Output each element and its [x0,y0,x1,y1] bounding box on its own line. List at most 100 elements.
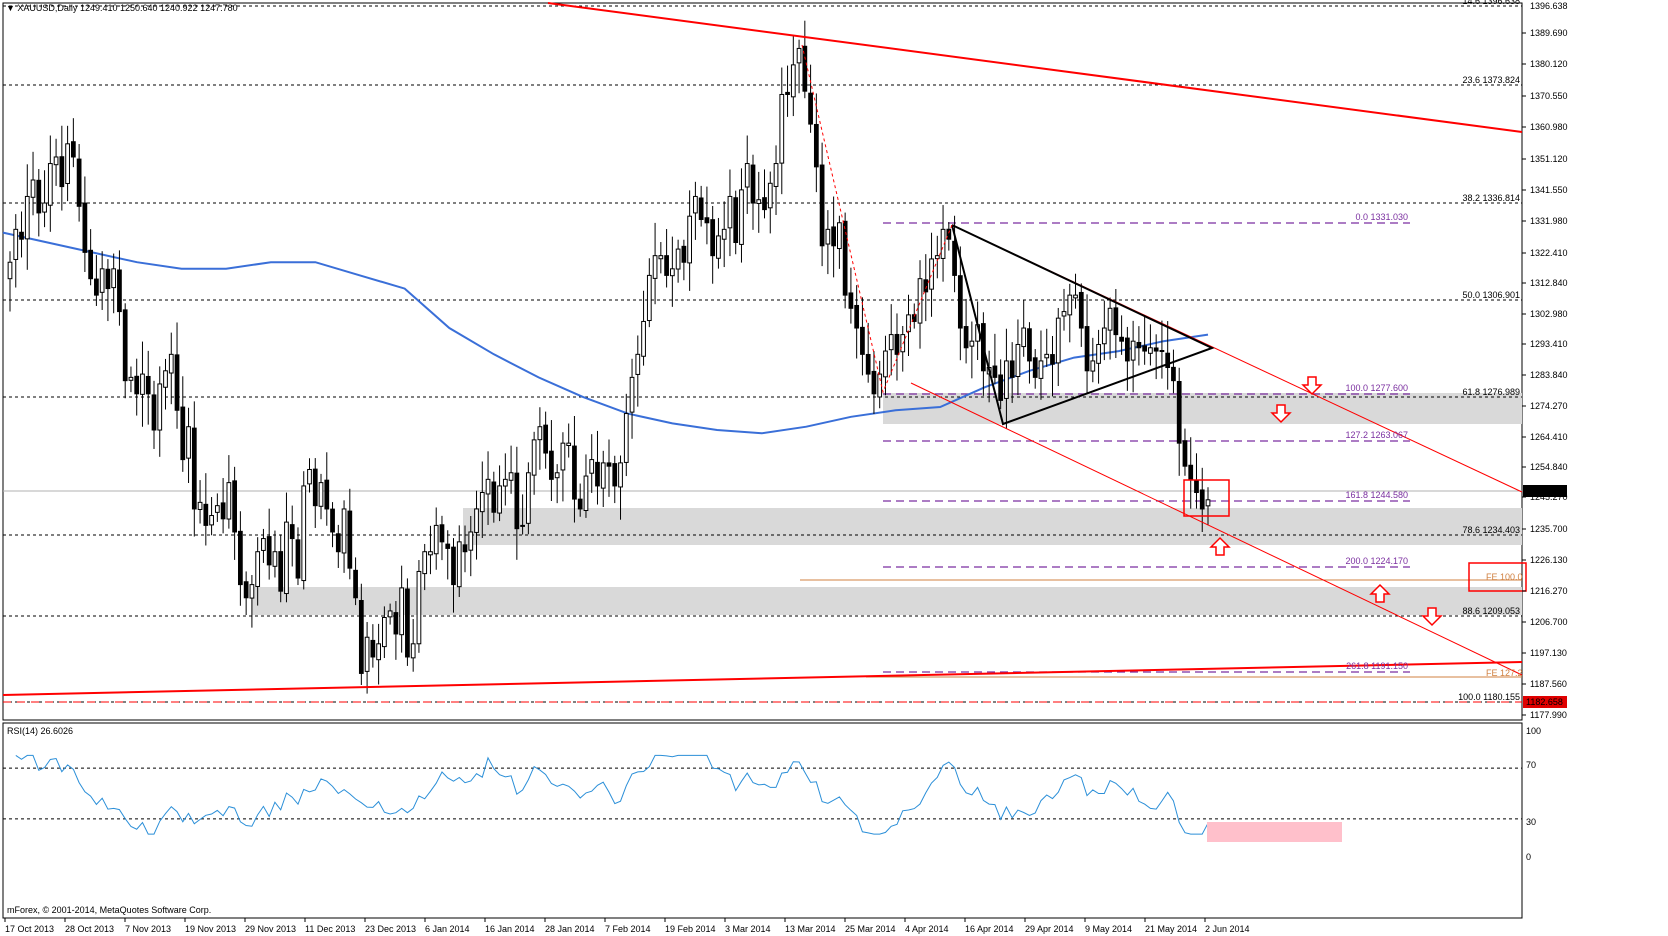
fib-retracement-label: 14.6 1396.638 [1462,0,1520,6]
candle-body [53,156,59,166]
candle [307,458,312,493]
candle-body [629,376,635,413]
candle-body [1078,291,1084,329]
support-zone [883,393,1522,424]
candle [151,380,157,449]
candle-body [7,261,13,280]
candle [1130,320,1136,393]
triangle-pattern [951,224,1215,426]
candle [88,229,94,286]
date-tick-label: 7 Feb 2014 [605,924,651,934]
candle-body [750,164,756,204]
candle [330,502,335,548]
candle [1113,288,1119,359]
candle-body [1165,352,1171,369]
candle [1090,337,1096,383]
candle-body [767,182,773,209]
candle [883,335,888,396]
candle [209,497,214,536]
candle-body [641,320,646,357]
candle [399,565,405,653]
candle [180,376,186,472]
price-tick-label: 1331.980 [1530,216,1568,226]
candle-body [232,480,237,533]
candle [479,461,485,538]
candle-body [220,502,226,520]
candle-body [157,383,163,431]
candle-body [790,64,796,98]
candle-body [612,463,618,487]
candle-body [105,268,111,290]
candle [1101,300,1107,361]
resistance-trendline [547,2,1523,133]
candle [232,466,237,560]
candle-body [364,636,370,672]
candle-body [837,222,842,250]
candle [716,217,721,269]
candle-body [76,158,82,207]
candle [790,35,796,117]
candle-body [762,197,767,211]
date-axis: 17 Oct 2013 28 Oct 2013 7 Nov 2013 19 Nov 2… [4,918,1250,934]
candle-body [940,228,946,259]
candle-body [727,195,733,229]
candle [600,450,606,508]
date-tick-label: 23 Dec 2013 [365,924,416,934]
candle [693,181,698,240]
candle [191,401,197,537]
candle [157,366,163,457]
current-price-box [1523,485,1567,497]
candle [243,571,249,615]
candle-body [572,445,577,500]
candle-body [47,163,53,206]
candle [917,260,923,349]
candle [606,439,612,497]
candle-body [1027,328,1032,362]
candle-body [1205,499,1211,507]
candle-body [462,544,468,553]
candle [428,525,433,575]
candle-body [272,551,278,567]
candle-body [1050,354,1055,365]
candle [220,478,226,534]
arrow-down-icon [1301,376,1323,396]
candle [163,358,168,410]
candle [739,168,744,263]
candle [485,451,491,525]
candle [1084,294,1090,393]
candle-body [675,248,681,270]
candle-body [168,353,174,374]
price-tick-label: 1341.550 [1530,185,1568,195]
candle [1073,273,1078,309]
candle-body [883,350,888,378]
candle-body [341,508,347,554]
candle-body [1171,366,1176,382]
date-tick-label: 17 Oct 2013 [5,924,54,934]
candle-body [1113,307,1119,336]
candle-body [1142,345,1148,352]
candle [289,505,295,567]
candle-body [497,485,502,514]
price-tick-label: 1283.840 [1530,370,1568,380]
candle-body [1044,353,1050,359]
candle [238,511,243,606]
candle-body [347,510,353,569]
date-tick-label: 19 Feb 2014 [665,924,716,934]
candle [566,423,572,458]
candle [497,465,502,522]
candle [963,298,969,364]
candle [1021,299,1027,357]
candle [589,434,595,493]
price-tick-label: 1312.840 [1530,278,1568,288]
candle-body [393,612,399,635]
candle [767,171,773,234]
candle-body [549,450,554,480]
candle [324,452,330,526]
candle [549,420,554,501]
candle [1038,330,1044,400]
candle [99,251,105,310]
candle-body [854,304,860,329]
candle-body [623,413,629,463]
candle-body [238,530,243,586]
candle-body [1084,326,1090,372]
